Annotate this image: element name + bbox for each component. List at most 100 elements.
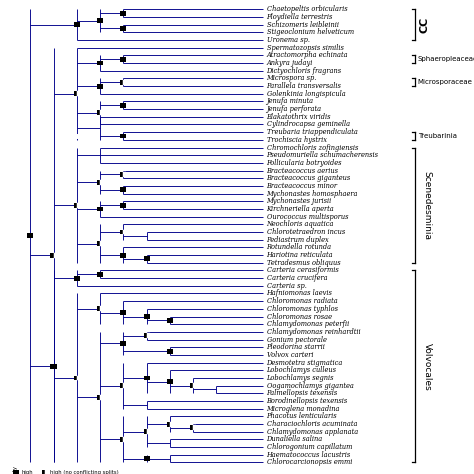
Text: Chlorotetraedron incus: Chlorotetraedron incus <box>266 228 345 236</box>
Bar <box>170 421 173 427</box>
Text: Treubaria triappendiculata: Treubaria triappendiculata <box>266 128 357 136</box>
Text: Microsporaceae: Microsporaceae <box>418 79 473 85</box>
Bar <box>100 241 103 246</box>
Bar <box>77 203 80 208</box>
Bar <box>74 91 77 96</box>
Bar <box>167 379 173 384</box>
Bar <box>100 180 103 184</box>
Bar <box>120 437 123 442</box>
Text: Volvocales: Volvocales <box>422 343 431 390</box>
Bar <box>97 395 100 400</box>
Bar <box>74 22 80 27</box>
Bar <box>51 364 56 369</box>
Bar <box>100 306 103 311</box>
Bar <box>123 383 127 388</box>
Text: high (no conflicting splits): high (no conflicting splits) <box>50 470 118 474</box>
Text: Sphaeropleaceae: Sphaeropleaceae <box>418 56 474 62</box>
Text: Lobochlamys culleus: Lobochlamys culleus <box>266 366 337 374</box>
Text: Uronema sp.: Uronema sp. <box>266 36 310 44</box>
Bar <box>97 61 103 65</box>
Bar <box>97 272 103 277</box>
Bar <box>193 426 196 430</box>
Bar <box>120 253 127 257</box>
Bar <box>144 456 150 461</box>
Bar <box>97 180 100 184</box>
Text: Stigeoclonium helveticum: Stigeoclonium helveticum <box>266 28 354 36</box>
Text: CC: CC <box>419 17 430 33</box>
Text: Chloromonas radiata: Chloromonas radiata <box>266 297 337 305</box>
Text: Mychonastes jurisii: Mychonastes jurisii <box>266 197 332 205</box>
Text: Cylindrocapsa geminella: Cylindrocapsa geminella <box>266 120 350 128</box>
Bar <box>120 310 127 315</box>
Text: Bracteacoccus minor: Bracteacoccus minor <box>266 182 337 190</box>
Text: Characiochloris acuminata: Characiochloris acuminata <box>266 420 357 428</box>
Text: Chaetopeltis orbicularis: Chaetopeltis orbicularis <box>266 5 347 13</box>
Text: Schizomeris leibleinii: Schizomeris leibleinii <box>266 20 338 28</box>
Text: Gonium pectorale: Gonium pectorale <box>266 336 327 344</box>
Bar <box>123 172 127 177</box>
Text: Carteria crucifera: Carteria crucifera <box>266 274 327 282</box>
Text: Microspora sp.: Microspora sp. <box>266 74 317 82</box>
Bar <box>123 229 127 235</box>
Bar <box>100 110 103 115</box>
Bar <box>167 421 170 427</box>
Bar <box>167 348 173 354</box>
Bar <box>193 383 196 388</box>
Text: Bracteacoccus giganteus: Bracteacoccus giganteus <box>266 174 351 182</box>
Bar <box>144 375 150 381</box>
Bar <box>144 314 150 319</box>
Text: Follicularia botryoides: Follicularia botryoides <box>266 159 342 167</box>
Bar <box>13 470 19 474</box>
Bar <box>144 333 146 338</box>
Text: Jenufa perforata: Jenufa perforata <box>266 105 322 113</box>
Bar <box>51 253 54 257</box>
Bar <box>54 253 56 257</box>
Bar <box>97 306 100 311</box>
Text: Bracteacoccus aerius: Bracteacoccus aerius <box>266 166 338 174</box>
Bar <box>120 10 127 16</box>
Text: Pleodorina starrii: Pleodorina starrii <box>266 343 326 351</box>
Text: Oogamochlamys gigantea: Oogamochlamys gigantea <box>266 382 354 390</box>
Text: Split frequency
Internode certainty: Split frequency Internode certainty <box>7 466 18 474</box>
Text: Treubarinia: Treubarinia <box>418 133 456 139</box>
Text: Hariotina reticulata: Hariotina reticulata <box>266 251 333 259</box>
Bar <box>77 375 80 381</box>
Bar <box>77 91 80 96</box>
Bar <box>120 103 127 108</box>
Bar <box>120 341 127 346</box>
Text: Tetradesmus obliquus: Tetradesmus obliquus <box>266 259 340 267</box>
Text: Chlamydomonas applanata: Chlamydomonas applanata <box>266 428 358 436</box>
Bar <box>97 110 100 115</box>
Text: Neochloris aquatica: Neochloris aquatica <box>266 220 334 228</box>
Bar <box>74 276 80 281</box>
Text: Borodinellopsis texensis: Borodinellopsis texensis <box>266 397 348 405</box>
Text: Chlamydomonas peterfii: Chlamydomonas peterfii <box>266 320 349 328</box>
Bar <box>120 187 127 192</box>
Text: Chlorogonium capillatum: Chlorogonium capillatum <box>266 443 352 451</box>
Text: Chloromonas typhlos: Chloromonas typhlos <box>266 305 337 313</box>
Bar <box>146 429 150 434</box>
Text: Elakatothrix viridis: Elakatothrix viridis <box>266 113 331 121</box>
Text: Lobochlamys segnis: Lobochlamys segnis <box>266 374 334 382</box>
Text: Rotundella rotunda: Rotundella rotunda <box>266 243 332 251</box>
Text: Floydiella terrestris: Floydiella terrestris <box>266 13 333 21</box>
Bar <box>100 395 103 400</box>
Text: Mychonastes homosphaera: Mychonastes homosphaera <box>266 190 358 198</box>
Text: Dunaliella salina: Dunaliella salina <box>266 436 323 444</box>
Bar <box>74 375 77 381</box>
Text: Phacotus lenticularis: Phacotus lenticularis <box>266 412 337 420</box>
Bar <box>42 470 45 474</box>
Bar <box>45 470 47 474</box>
Bar <box>97 18 103 23</box>
Bar <box>144 256 150 261</box>
Text: Chloromonas rosae: Chloromonas rosae <box>266 312 332 320</box>
Bar <box>120 172 123 177</box>
Bar <box>120 26 127 31</box>
Bar <box>74 203 77 208</box>
Text: Microglena monadina: Microglena monadina <box>266 405 340 413</box>
Text: Trochiscia hystrix: Trochiscia hystrix <box>266 136 327 144</box>
Bar <box>167 318 173 323</box>
Bar <box>97 83 103 89</box>
Text: Haematococcus lacustris: Haematococcus lacustris <box>266 451 351 459</box>
Text: Chlorocarcionopsis emmi: Chlorocarcionopsis emmi <box>266 458 352 466</box>
